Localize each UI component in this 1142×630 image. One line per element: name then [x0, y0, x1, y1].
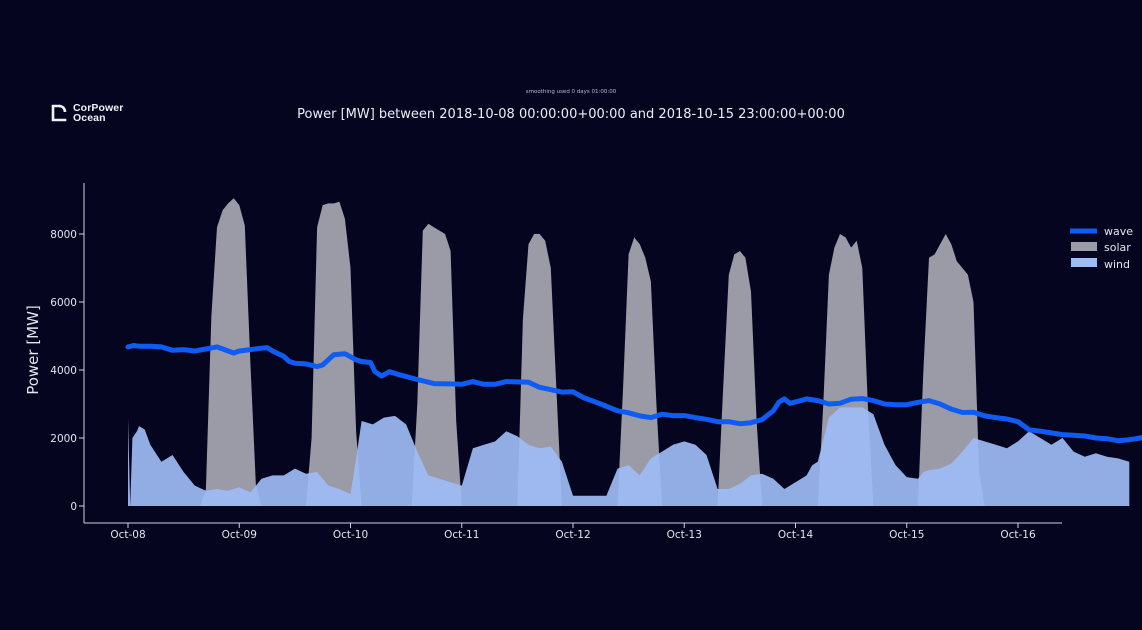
x-tick-label: Oct-13: [667, 529, 702, 541]
legend-label-wave: wave: [1104, 225, 1133, 238]
legend-label-wind: wind: [1104, 258, 1130, 271]
brand-logo: CorPower Ocean: [50, 103, 123, 123]
corpower-logo-icon: [51, 104, 67, 122]
y-tick-label: 6000: [50, 297, 77, 309]
x-tick-label: Oct-12: [555, 529, 590, 541]
chart-title: Power [MW] between 2018-10-08 00:00:00+0…: [297, 107, 845, 122]
brand-line-1: CorPower: [73, 102, 124, 114]
x-tick-label: Oct-09: [222, 529, 257, 541]
y-tick-label: 2000: [50, 433, 77, 445]
x-tick-label: Oct-11: [444, 529, 479, 541]
y-tick-label: 4000: [50, 365, 77, 377]
plot-areas: [128, 198, 1142, 506]
legend-swatch-wind: [1071, 258, 1097, 267]
series-line-wave: [125, 343, 1142, 444]
y-tick-label: 0: [70, 501, 77, 513]
legend-swatch-solar: [1071, 242, 1097, 251]
x-ticks: Oct-08 Oct-09 Oct-10 Oct-11 Oct-12 Oct-13 Oct-…: [110, 523, 1036, 541]
series-area-wind: [128, 407, 1130, 506]
legend-label-solar: solar: [1104, 241, 1131, 254]
x-tick-label: Oct-10: [333, 529, 368, 541]
y-tick-label: 8000: [50, 229, 77, 241]
brand-line-2: Ocean: [73, 112, 106, 124]
series-area-solar: [128, 198, 1142, 506]
chart-subtitle: smoothing used 0 days 01:00:00: [525, 89, 617, 95]
x-tick-label: Oct-14: [778, 529, 814, 541]
y-ticks: 0 2000 4000 6000 8000: [50, 229, 84, 513]
legend: wave solar wind: [1070, 225, 1133, 271]
plot-line: [125, 343, 1142, 444]
x-tick-label: Oct-16: [1000, 529, 1036, 541]
x-tick-label: Oct-15: [889, 529, 924, 541]
y-axis-label: Power [MW]: [24, 305, 42, 395]
x-tick-label: Oct-08: [110, 529, 145, 541]
brand-name: CorPower Ocean: [73, 102, 124, 124]
